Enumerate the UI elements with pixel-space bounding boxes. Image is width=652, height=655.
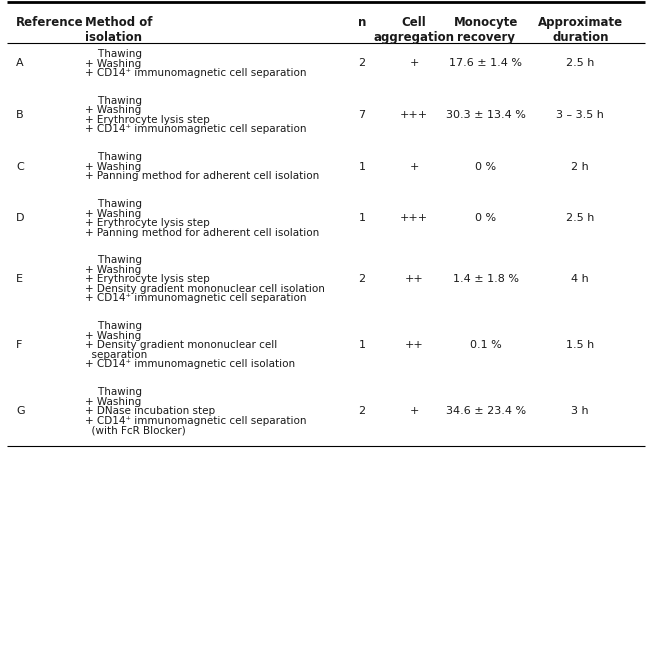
- Text: Cell
aggregation: Cell aggregation: [374, 16, 454, 45]
- Text: 0.1 %: 0.1 %: [470, 340, 501, 350]
- Text: 1: 1: [359, 340, 365, 350]
- Text: (with FcR Blocker): (with FcR Blocker): [85, 425, 186, 435]
- Text: + Washing: + Washing: [85, 396, 141, 407]
- Text: C: C: [16, 162, 24, 172]
- Text: + Washing: + Washing: [85, 331, 141, 341]
- Text: Thawing: Thawing: [85, 49, 141, 59]
- Text: ++: ++: [405, 274, 423, 284]
- Text: 2.5 h: 2.5 h: [566, 213, 595, 223]
- Text: 3 h: 3 h: [571, 406, 589, 416]
- Text: G: G: [16, 406, 25, 416]
- Text: + CD14⁺ immunomagnetic cell isolation: + CD14⁺ immunomagnetic cell isolation: [85, 359, 295, 369]
- Text: 1: 1: [359, 162, 365, 172]
- Text: 2: 2: [359, 58, 365, 68]
- Text: Thawing: Thawing: [85, 152, 141, 162]
- Text: +: +: [409, 162, 419, 172]
- Text: D: D: [16, 213, 25, 223]
- Text: 1.5 h: 1.5 h: [566, 340, 595, 350]
- Text: 2.5 h: 2.5 h: [566, 58, 595, 68]
- Text: + Erythrocyte lysis step: + Erythrocyte lysis step: [85, 115, 209, 125]
- Text: Thawing: Thawing: [85, 96, 141, 106]
- Text: +++: +++: [400, 213, 428, 223]
- Text: + CD14⁺ immunomagnetic cell separation: + CD14⁺ immunomagnetic cell separation: [85, 415, 306, 426]
- Text: +++: +++: [400, 110, 428, 120]
- Text: 1: 1: [359, 213, 365, 223]
- Text: Method of
isolation: Method of isolation: [85, 16, 153, 45]
- Text: 7: 7: [359, 110, 365, 120]
- Text: A: A: [16, 58, 24, 68]
- Text: +: +: [409, 406, 419, 416]
- Text: n: n: [358, 16, 366, 29]
- Text: ++: ++: [405, 340, 423, 350]
- Text: + Density gradient mononuclear cell isolation: + Density gradient mononuclear cell isol…: [85, 284, 325, 294]
- Text: + Erythrocyte lysis step: + Erythrocyte lysis step: [85, 218, 209, 228]
- Text: Thawing: Thawing: [85, 387, 141, 397]
- Text: Reference: Reference: [16, 16, 84, 29]
- Text: Approximate
duration: Approximate duration: [538, 16, 623, 45]
- Text: + Density gradient mononuclear cell: + Density gradient mononuclear cell: [85, 341, 277, 350]
- Text: 30.3 ± 13.4 %: 30.3 ± 13.4 %: [446, 110, 526, 120]
- Text: 17.6 ± 1.4 %: 17.6 ± 1.4 %: [449, 58, 522, 68]
- Text: + Washing: + Washing: [85, 58, 141, 69]
- Text: 1.4 ± 1.8 %: 1.4 ± 1.8 %: [452, 274, 519, 284]
- Text: E: E: [16, 274, 23, 284]
- Text: 0 %: 0 %: [475, 162, 496, 172]
- Text: Monocyte
recovery: Monocyte recovery: [454, 16, 518, 45]
- Text: 3 – 3.5 h: 3 – 3.5 h: [556, 110, 604, 120]
- Text: + Washing: + Washing: [85, 208, 141, 219]
- Text: +: +: [409, 58, 419, 68]
- Text: + Washing: + Washing: [85, 265, 141, 275]
- Text: F: F: [16, 340, 23, 350]
- Text: + Washing: + Washing: [85, 162, 141, 172]
- Text: 34.6 ± 23.4 %: 34.6 ± 23.4 %: [446, 406, 526, 416]
- Text: separation: separation: [85, 350, 147, 360]
- Text: + Erythrocyte lysis step: + Erythrocyte lysis step: [85, 274, 209, 284]
- Text: + Panning method for adherent cell isolation: + Panning method for adherent cell isola…: [85, 227, 319, 238]
- Text: + CD14⁺ immunomagnetic cell separation: + CD14⁺ immunomagnetic cell separation: [85, 293, 306, 303]
- Text: 4 h: 4 h: [571, 274, 589, 284]
- Text: 2: 2: [359, 274, 365, 284]
- Text: 0 %: 0 %: [475, 213, 496, 223]
- Text: Thawing: Thawing: [85, 321, 141, 331]
- Text: 2 h: 2 h: [571, 162, 589, 172]
- Text: B: B: [16, 110, 24, 120]
- Text: + CD14⁺ immunomagnetic cell separation: + CD14⁺ immunomagnetic cell separation: [85, 68, 306, 78]
- Text: + DNase incubation step: + DNase incubation step: [85, 406, 215, 416]
- Text: Thawing: Thawing: [85, 255, 141, 265]
- Text: + Panning method for adherent cell isolation: + Panning method for adherent cell isola…: [85, 171, 319, 181]
- Text: + CD14⁺ immunomagnetic cell separation: + CD14⁺ immunomagnetic cell separation: [85, 124, 306, 134]
- Text: Thawing: Thawing: [85, 199, 141, 209]
- Text: + Washing: + Washing: [85, 105, 141, 115]
- Text: 2: 2: [359, 406, 365, 416]
